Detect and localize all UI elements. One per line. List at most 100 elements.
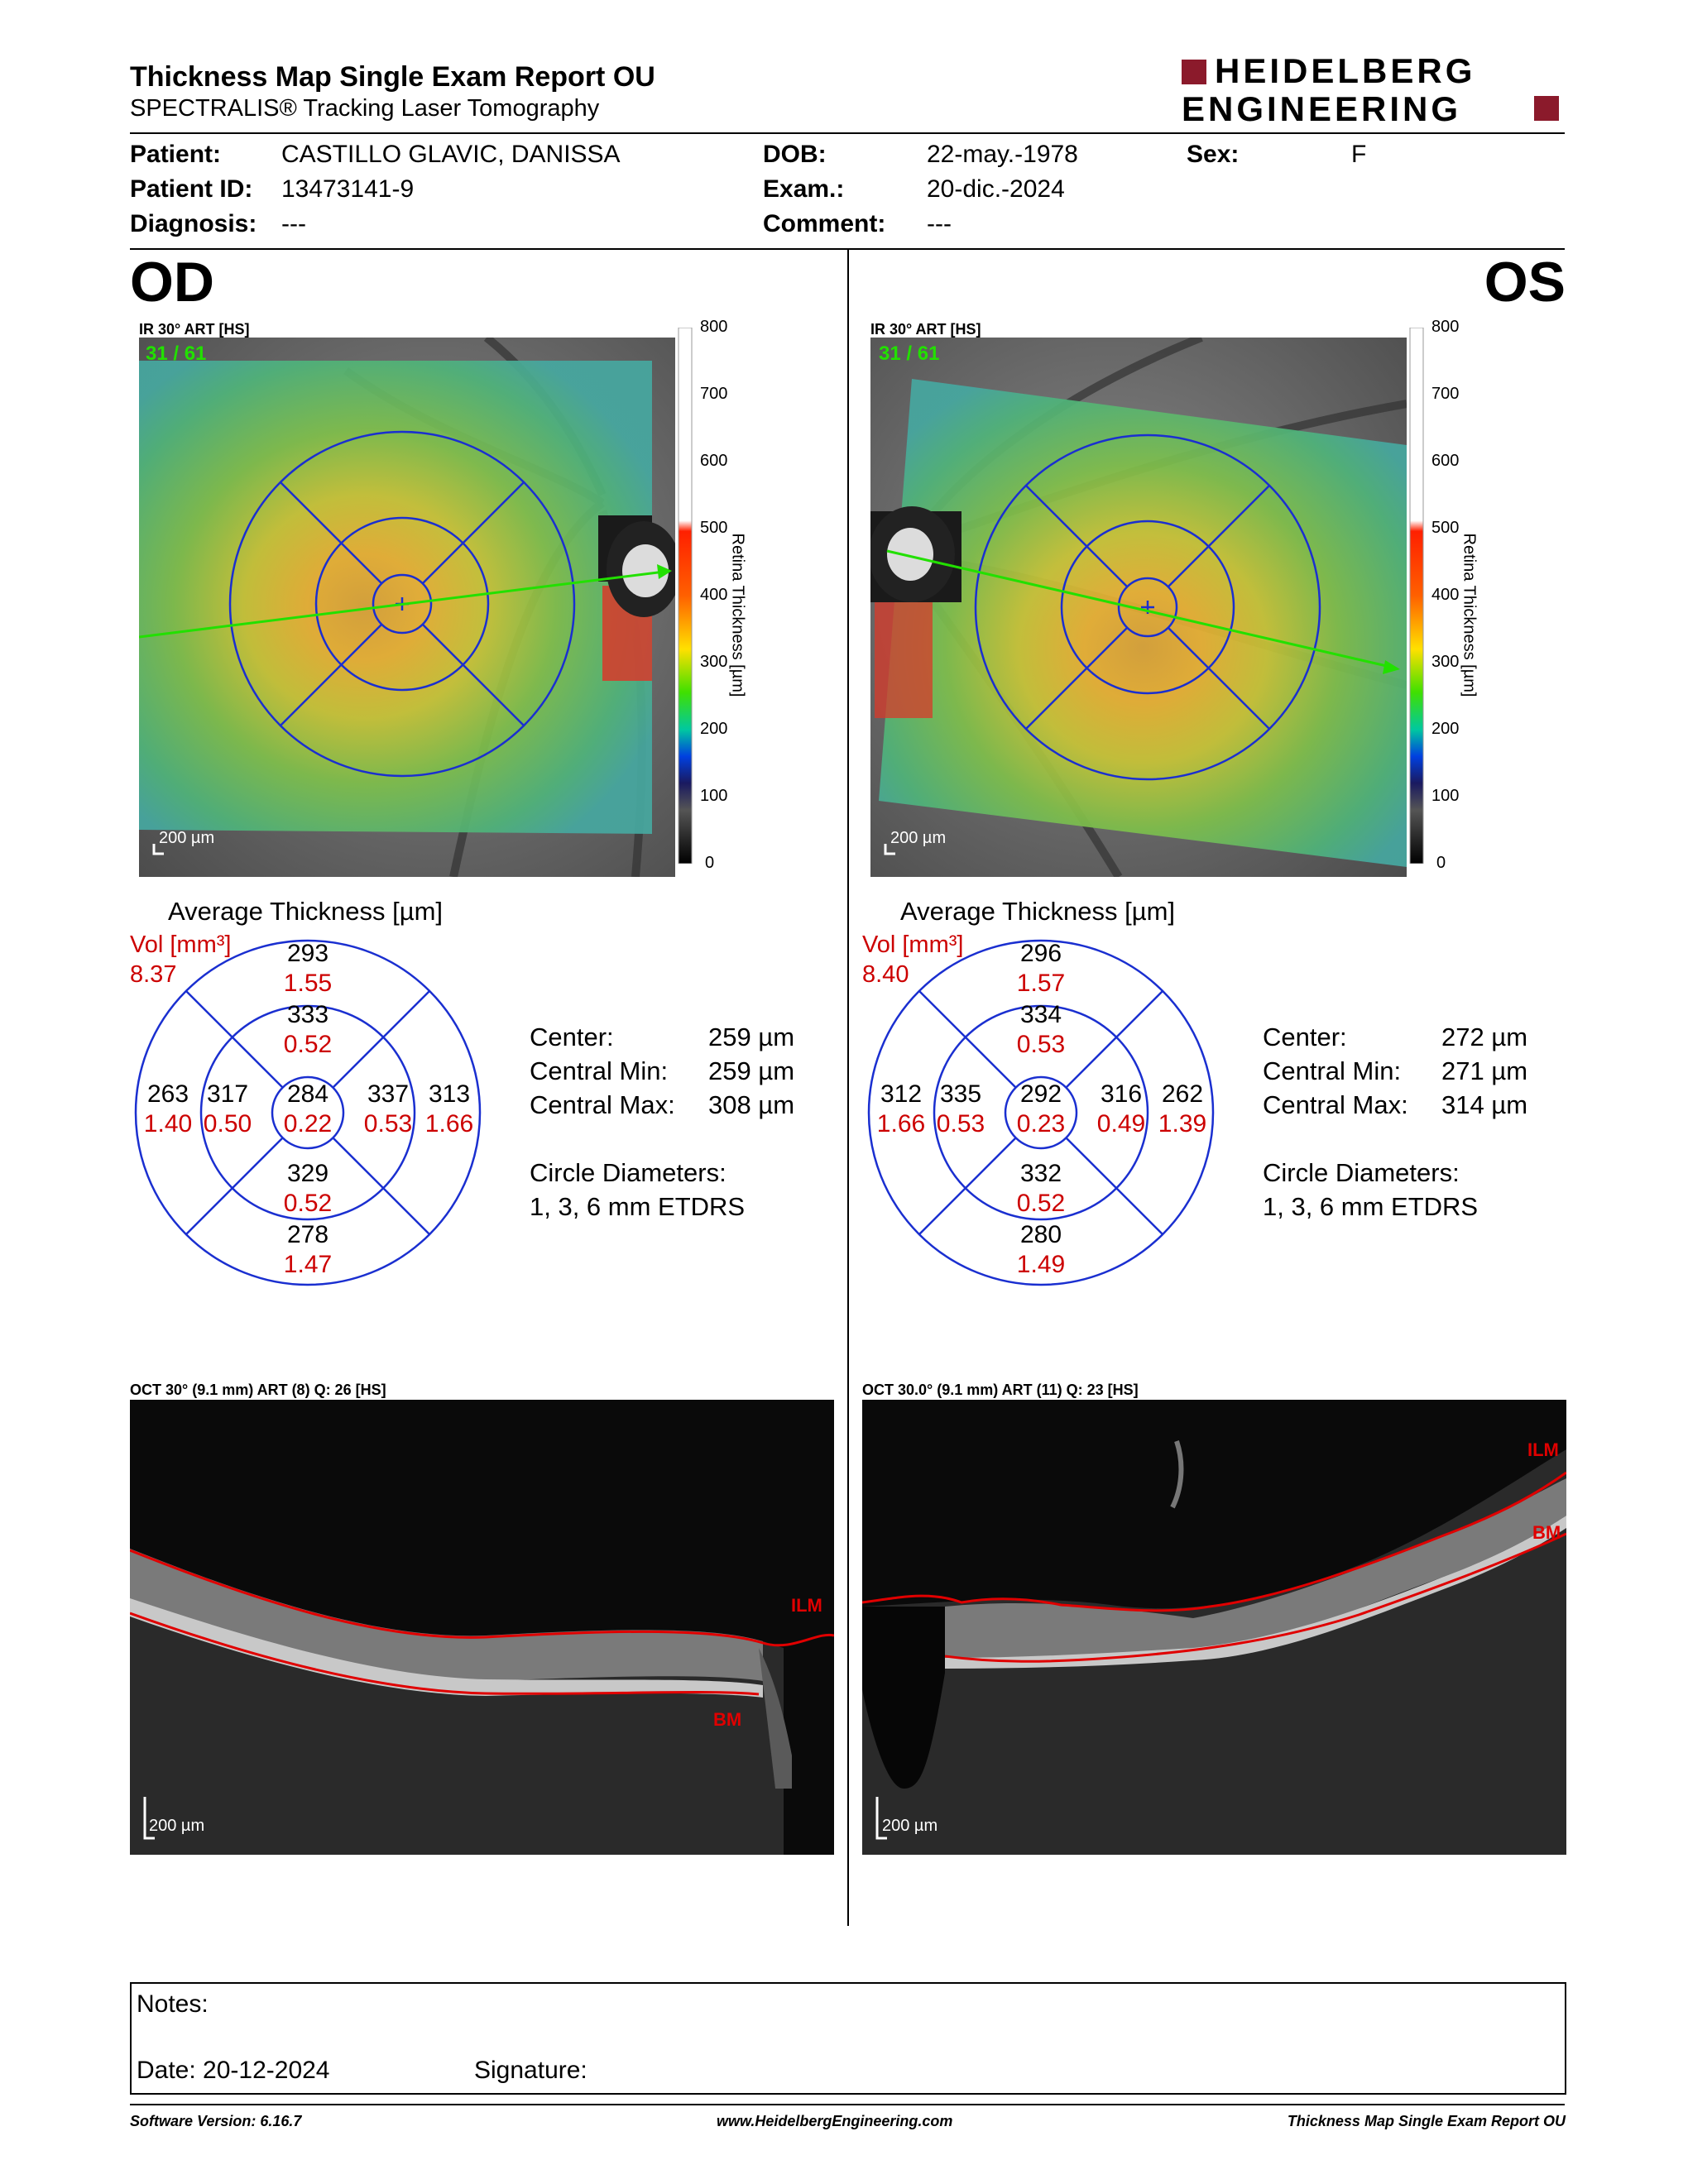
tick-label: 100 — [700, 787, 728, 805]
tick-label: 500 — [700, 519, 728, 537]
od-scan-line — [139, 570, 665, 639]
os-avg-title: Average Thickness [µm] — [900, 897, 1176, 926]
od-inner-left-thickness: 317 — [206, 1080, 249, 1108]
website-link[interactable]: www.HeidelbergEngineering.com — [717, 2113, 953, 2129]
od-inner-inf-thickness: 329 — [286, 1160, 329, 1187]
os-center-value: 272 µm — [1441, 1023, 1528, 1051]
od-outer-right-thickness: 313 — [428, 1080, 471, 1108]
od-bm-label: BM — [713, 1709, 742, 1730]
od-central-max-label: Central Max: — [530, 1090, 675, 1119]
logo-block-bottom — [1534, 96, 1559, 121]
od-center-volume: 0.22 — [283, 1110, 333, 1138]
od-oct-label: OCT 30° (9.1 mm) ART (8) Q: 26 [HS] — [130, 1382, 386, 1398]
os-oct-scale: 200 µm — [882, 1817, 938, 1835]
dob-value: 22-may.-1978 — [927, 141, 1078, 168]
tick-label: 400 — [1431, 586, 1460, 604]
os-outer-right-thickness: 262 — [1161, 1080, 1204, 1108]
os-oct-label: OCT 30.0° (9.1 mm) ART (11) Q: 23 [HS] — [862, 1382, 1139, 1398]
comment-label: Comment: — [763, 210, 886, 237]
os-ir-label: IR 30° ART [HS] — [870, 321, 981, 338]
software-version: Software Version: 6.16.7 — [130, 2113, 302, 2129]
od-outer-sup-thickness: 293 — [286, 940, 329, 967]
tick-label: 800 — [1431, 318, 1460, 336]
od-outer-left-thickness: 263 — [146, 1080, 189, 1108]
od-diameters-value: 1, 3, 6 mm ETDRS — [530, 1192, 746, 1221]
od-outer-inf-thickness: 278 — [286, 1221, 329, 1248]
od-outer-left-volume: 1.40 — [143, 1110, 193, 1138]
patient-id-label: Patient ID: — [130, 175, 253, 203]
os-inner-inf-volume: 0.52 — [1016, 1190, 1066, 1217]
od-center-thickness: 284 — [286, 1080, 329, 1108]
eye-label-os: OS — [1484, 251, 1566, 314]
os-etdrs-chart — [867, 939, 1215, 1286]
center-divider — [847, 250, 849, 1926]
tick-label: 700 — [700, 385, 728, 403]
os-outer-right-volume: 1.39 — [1158, 1110, 1207, 1138]
od-center-value: 259 µm — [708, 1023, 795, 1051]
os-inner-left-thickness: 335 — [939, 1080, 982, 1108]
od-diameters-label: Circle Diameters: — [530, 1158, 727, 1187]
os-central-min-value: 271 µm — [1441, 1056, 1528, 1085]
os-outer-inf-volume: 1.49 — [1016, 1251, 1066, 1278]
os-central-min-label: Central Min: — [1263, 1056, 1402, 1085]
os-diameters-label: Circle Diameters: — [1263, 1158, 1460, 1187]
notes-label: Notes: — [137, 1990, 209, 2018]
od-vol-label: Vol [mm³] — [130, 932, 232, 958]
os-bm-label: BM — [1532, 1522, 1561, 1543]
od-center-label: Center: — [530, 1023, 614, 1051]
od-inner-right-volume: 0.53 — [363, 1110, 413, 1138]
tick-label: 0 — [705, 854, 715, 872]
os-colorbar-title: Retina Thickness [µm] — [1460, 533, 1479, 697]
os-frame-counter: 31 / 61 — [879, 342, 940, 365]
patient-label: Patient: — [130, 141, 222, 168]
od-thickness-map — [139, 338, 675, 877]
tick-label: 800 — [700, 318, 728, 336]
os-oct-bscan — [862, 1400, 1566, 1855]
tick-label: 700 — [1431, 385, 1460, 403]
tick-label: 400 — [700, 586, 728, 604]
patient-name: CASTILLO GLAVIC, DANISSA — [281, 141, 621, 168]
report-title: Thickness Map Single Exam Report OU — [130, 61, 655, 93]
os-inner-sup-thickness: 334 — [1019, 1001, 1062, 1028]
od-colorbar-title: Retina Thickness [µm] — [728, 533, 747, 697]
os-diameters-value: 1, 3, 6 mm ETDRS — [1263, 1192, 1479, 1221]
od-inner-left-volume: 0.50 — [203, 1110, 252, 1138]
eye-label-od: OD — [130, 251, 214, 314]
os-bm-line — [944, 1532, 1566, 1663]
tick-label: 200 — [1431, 720, 1460, 738]
tick-label: 200 — [700, 720, 728, 738]
os-inner-inf-thickness: 332 — [1019, 1160, 1062, 1187]
od-inner-sup-thickness: 333 — [286, 1001, 329, 1028]
tick-label: 500 — [1431, 519, 1460, 537]
logo-block-top — [1182, 60, 1206, 84]
os-outer-inf-thickness: 280 — [1019, 1221, 1062, 1248]
os-inner-sup-volume: 0.53 — [1016, 1031, 1066, 1058]
header-rule — [130, 132, 1565, 134]
comment-value: --- — [927, 210, 952, 237]
sex-label: Sex: — [1187, 141, 1240, 168]
logo-text-top: HEIDELBERG — [1215, 51, 1476, 90]
os-outer-left-thickness: 312 — [880, 1080, 923, 1108]
od-inner-inf-volume: 0.52 — [283, 1190, 333, 1217]
os-center-thickness: 292 — [1019, 1080, 1062, 1108]
sex-value: F — [1351, 141, 1367, 168]
os-ilm-line — [862, 1471, 1566, 1612]
notes-date: Date: 20-12-2024 — [137, 2057, 330, 2084]
od-inner-right-thickness: 337 — [367, 1080, 410, 1108]
footer-rule — [130, 2104, 1565, 2105]
od-ir-label: IR 30° ART [HS] — [139, 321, 250, 338]
os-outer-sup-thickness: 296 — [1019, 940, 1062, 967]
od-central-min-value: 259 µm — [708, 1056, 795, 1085]
tick-label: 100 — [1431, 787, 1460, 805]
diagnosis-value: --- — [281, 210, 306, 237]
tick-label: 0 — [1436, 854, 1446, 872]
heidelberg-logo: HEIDELBERG ENGINEERING — [1182, 53, 1562, 129]
os-central-max-label: Central Max: — [1263, 1090, 1408, 1119]
od-ilm-line — [130, 1549, 834, 1647]
od-oct-scale: 200 µm — [149, 1817, 205, 1835]
od-scale-label: 200 µm — [159, 829, 215, 847]
os-colorbar — [1409, 328, 1424, 864]
od-outer-right-volume: 1.66 — [424, 1110, 474, 1138]
dob-label: DOB: — [763, 141, 827, 168]
os-inner-right-thickness: 316 — [1100, 1080, 1143, 1108]
